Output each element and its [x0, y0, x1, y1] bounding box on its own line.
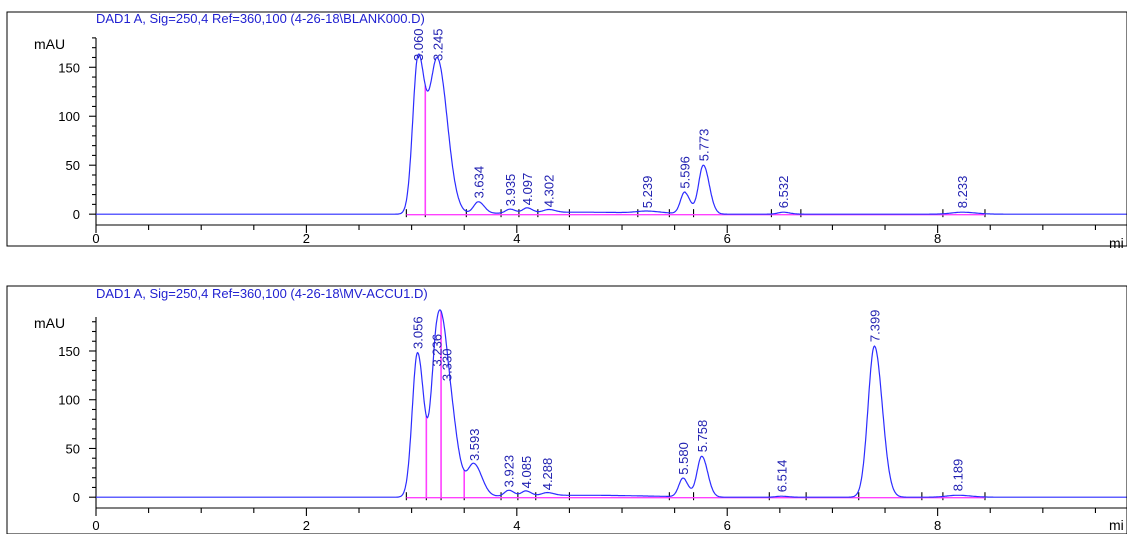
x-axis-label: mi	[1109, 517, 1124, 533]
peak-label: 8.189	[951, 459, 966, 492]
peak-label: 5.239	[640, 176, 655, 209]
integration-marks	[405, 85, 986, 218]
peak-label: 6.532	[776, 176, 791, 209]
x-tick-label: 0	[92, 518, 99, 533]
x-tick-label: 8	[934, 231, 941, 246]
y-tick-label: 150	[58, 60, 80, 75]
peak-label: 3.330	[439, 349, 454, 382]
axes: 0 50 100 150 0 2 4 6 8	[58, 317, 1127, 533]
peak-label: 3.060	[411, 28, 426, 61]
panel-frame	[6, 285, 1127, 534]
peak-label: 3.935	[503, 174, 518, 207]
y-axis-label: mAU	[34, 315, 65, 331]
peak-label: 4.085	[519, 456, 534, 489]
signal-trace	[96, 53, 1127, 215]
x-tick-label: 2	[303, 231, 310, 246]
signal-trace	[96, 309, 1127, 498]
signal-traces	[96, 53, 1127, 215]
peak-label: 3.593	[467, 428, 482, 461]
peak-label: 4.302	[542, 175, 557, 208]
peak-label: 7.399	[867, 310, 882, 343]
y-tick-label: 0	[73, 490, 80, 505]
x-tick-label: 4	[513, 518, 520, 533]
peak-label: 3.245	[430, 28, 445, 61]
x-tick-label: 6	[724, 518, 731, 533]
peak-label: 3.923	[502, 455, 517, 488]
peak-labels: 3.060 3.245 3.634 3.935 4.097 4.302 5.239 5.596…	[411, 28, 970, 208]
peak-label: 5.580	[676, 442, 691, 475]
y-tick-label: 0	[73, 207, 80, 222]
peak-label: 6.514	[774, 460, 789, 493]
chart-title: DAD1 A, Sig=250,4 Ref=360,100 (4-26-18\B…	[96, 11, 425, 26]
peak-label: 3.236	[429, 334, 444, 367]
peak-label: 8.233	[955, 176, 970, 209]
y-tick-label: 50	[66, 441, 80, 456]
peak-label: 5.758	[695, 420, 710, 453]
x-tick-label: 6	[724, 231, 731, 246]
peak-label: 4.097	[520, 173, 535, 206]
x-tick-label: 4	[513, 231, 520, 246]
y-tick-label: 100	[58, 393, 80, 408]
integration-marks	[405, 311, 986, 501]
x-tick-label: 0	[92, 231, 99, 246]
x-axis-label: mi	[1109, 235, 1124, 251]
x-tick-label: 2	[303, 518, 310, 533]
peak-label: 3.056	[411, 316, 426, 349]
signal-traces	[96, 309, 1127, 498]
axes: 0 50 100 150 0 2 4 6 8	[58, 37, 1127, 246]
peak-label: 5.596	[678, 156, 693, 189]
y-tick-label: 150	[58, 344, 80, 359]
y-tick-label: 50	[66, 158, 80, 173]
chromatogram-panel-sample: DAD1 A, Sig=250,4 Ref=360,100 (4-26-18\M…	[6, 285, 1127, 534]
chart-title: DAD1 A, Sig=250,4 Ref=360,100 (4-26-18\M…	[96, 286, 428, 301]
panel-frame	[6, 11, 1127, 247]
x-tick-label: 8	[934, 518, 941, 533]
y-tick-label: 100	[58, 109, 80, 124]
y-axis-label: mAU	[34, 36, 65, 52]
peak-label: 5.773	[696, 129, 711, 162]
peak-label: 4.288	[540, 458, 555, 491]
chromatogram-panel-blank: DAD1 A, Sig=250,4 Ref=360,100 (4-26-18\B…	[6, 11, 1127, 251]
peak-label: 3.634	[471, 166, 486, 199]
